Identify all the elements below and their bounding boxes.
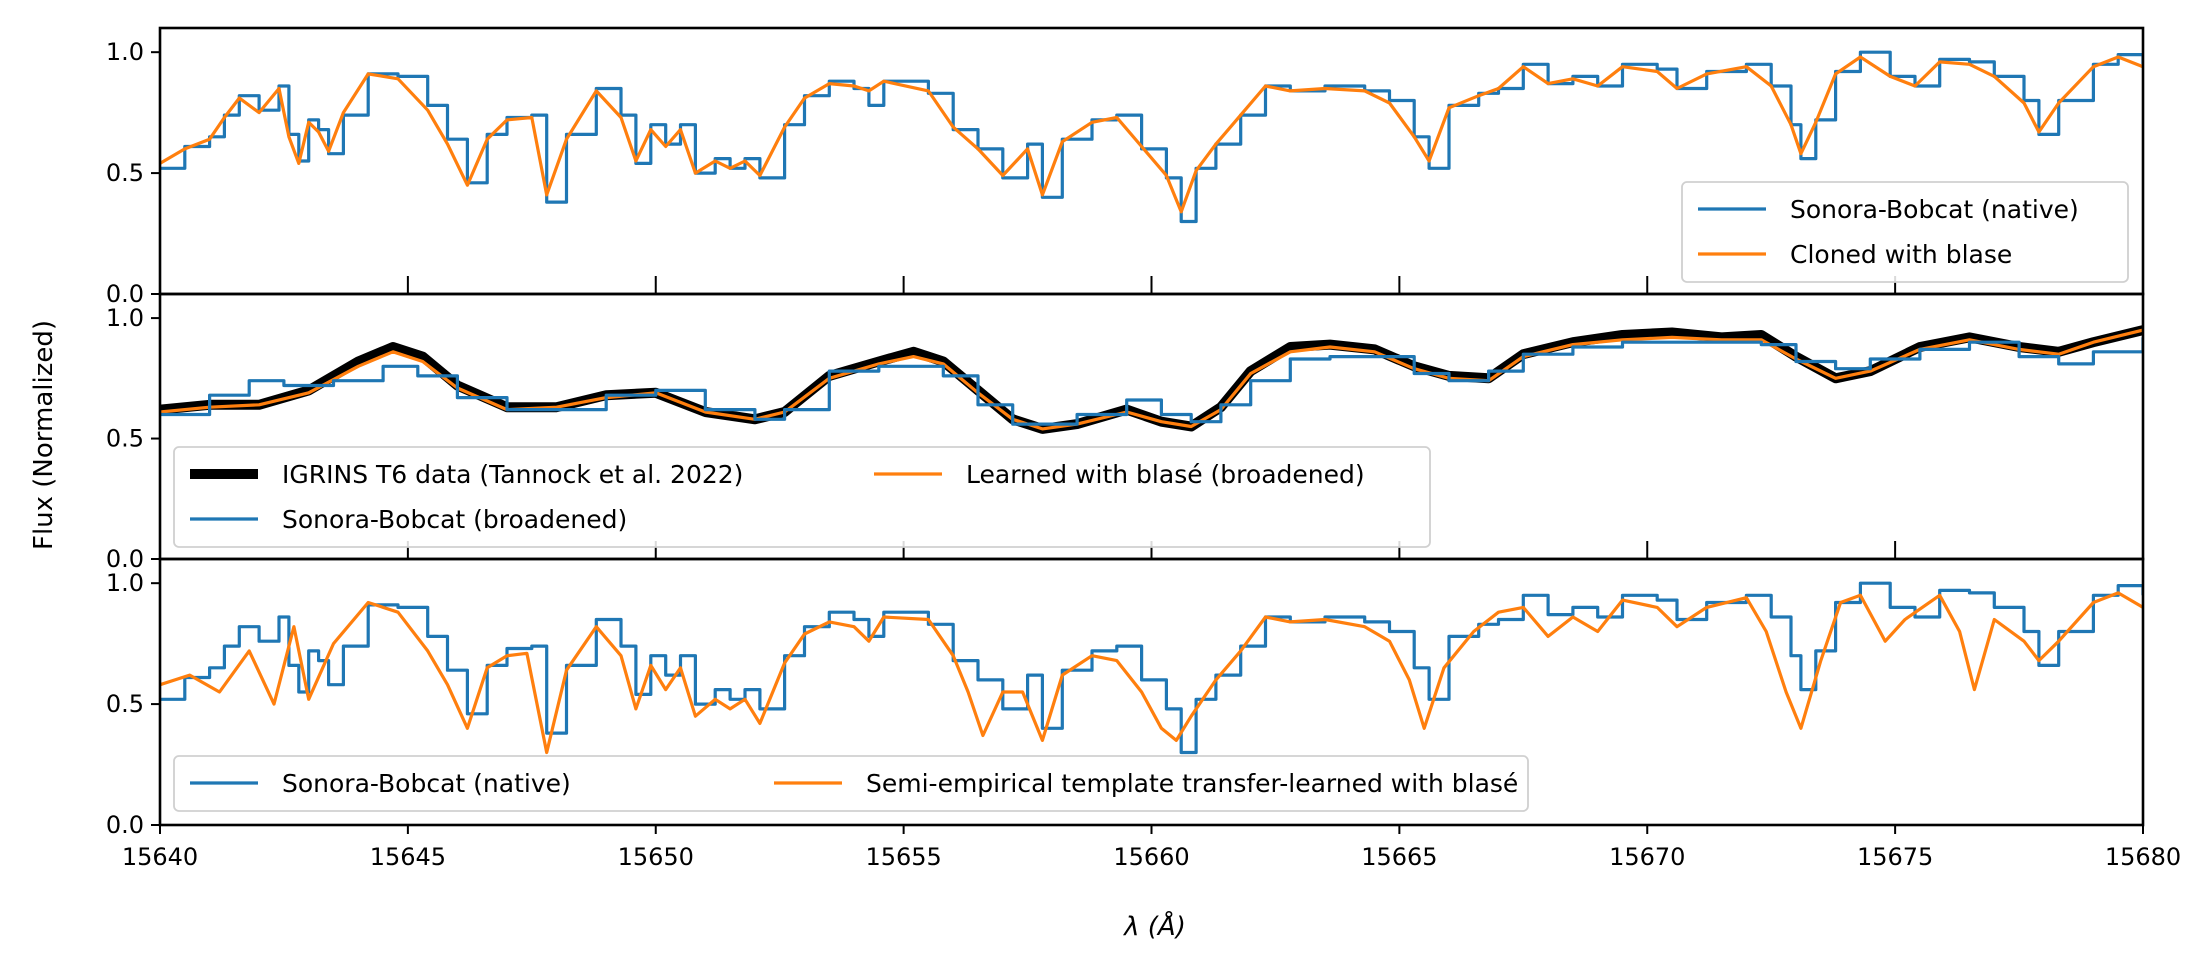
series-group bbox=[160, 50, 2143, 224]
panel-middle: 0.0 0.5 1.0 IGRINS T6 data (Tannock et al. … bbox=[106, 292, 2145, 573]
panels-layer: 0.0 0.5 1.0 Sonora-Bobcat (native) Cloned wi… bbox=[106, 26, 2145, 839]
panel-bottom: 0.0 0.5 1.0 Sonora-Bobcat (native) Semi-empi… bbox=[106, 557, 2145, 839]
y-tick-label: 0.0 bbox=[106, 545, 144, 573]
y-tick-label: 0.5 bbox=[106, 159, 144, 187]
series-group bbox=[160, 581, 2143, 755]
x-axis-label: λ (Å) bbox=[1122, 910, 1186, 942]
x-tick-label: 15680 bbox=[2105, 843, 2181, 871]
x-axis: 15640 15645 15650 15655 15660 15665 15670 15675… bbox=[122, 825, 2181, 871]
legend-label: Semi-empirical template transfer-learned… bbox=[866, 769, 1518, 798]
y-tick-label: 1.0 bbox=[106, 304, 144, 332]
series-line bbox=[160, 55, 2143, 214]
legend-label: Sonora-Bobcat (broadened) bbox=[282, 505, 627, 534]
series-line bbox=[160, 591, 2143, 755]
legend-frame bbox=[173, 755, 1529, 812]
legend-label: Learned with blasé (broadened) bbox=[966, 460, 1365, 489]
series-line bbox=[160, 337, 2143, 426]
legend-label: IGRINS T6 data (Tannock et al. 2022) bbox=[282, 460, 743, 489]
x-tick-label: 15675 bbox=[1857, 843, 1933, 871]
legend-frame bbox=[1681, 181, 2129, 283]
x-tick-label: 15655 bbox=[865, 843, 941, 871]
legend-label: Sonora-Bobcat (native) bbox=[282, 769, 571, 798]
legend: Sonora-Bobcat (native) Semi-empirical tem… bbox=[173, 755, 1529, 812]
x-tick-label: 15645 bbox=[370, 843, 446, 871]
legend: Sonora-Bobcat (native) Cloned with blase bbox=[1681, 181, 2129, 283]
x-tick-label: 15665 bbox=[1361, 843, 1437, 871]
y-tick-label: 0.0 bbox=[106, 811, 144, 839]
panel-top: 0.0 0.5 1.0 Sonora-Bobcat (native) Cloned wi… bbox=[106, 26, 2145, 308]
y-tick-label: 1.0 bbox=[106, 569, 144, 597]
x-tick-label: 15650 bbox=[618, 843, 694, 871]
y-tick-label: 0.0 bbox=[106, 280, 144, 308]
x-tick-label: 15660 bbox=[1113, 843, 1189, 871]
y-tick-label: 1.0 bbox=[106, 38, 144, 66]
legend-label: Cloned with blase bbox=[1790, 240, 2012, 269]
legend: IGRINS T6 data (Tannock et al. 2022) Lear… bbox=[173, 446, 1431, 548]
x-tick-label: 15670 bbox=[1609, 843, 1685, 871]
series-line bbox=[160, 581, 2143, 755]
legend-frame bbox=[173, 446, 1431, 548]
y-tick-label: 0.5 bbox=[106, 690, 144, 718]
x-tick-label: 15640 bbox=[122, 843, 198, 871]
y-axis-label: Flux (Normalized) bbox=[29, 320, 59, 550]
legend-label: Sonora-Bobcat (native) bbox=[1790, 195, 2079, 224]
series-group bbox=[160, 325, 2143, 434]
y-tick-label: 0.5 bbox=[106, 425, 144, 453]
